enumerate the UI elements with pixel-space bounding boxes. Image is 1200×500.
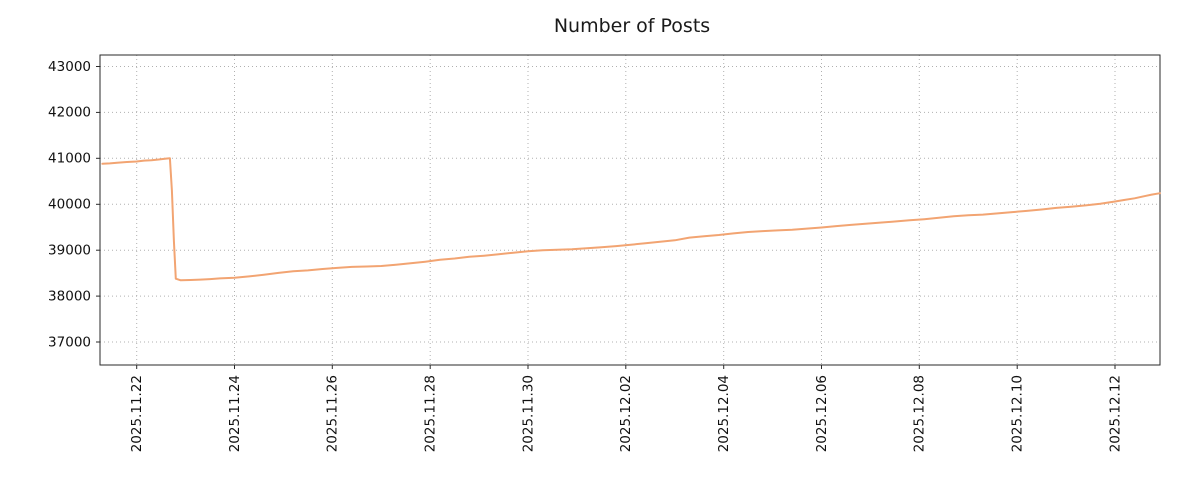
chart-title: Number of Posts — [554, 15, 710, 37]
x-tick-label: 2025.12.06 — [814, 375, 830, 452]
x-tick-label: 2025.12.10 — [1010, 375, 1026, 452]
series-line-posts — [101, 157, 1161, 282]
plot-border — [99, 54, 1161, 366]
x-tick-label: 2025.12.02 — [618, 375, 634, 452]
x-tick-label: 2025.11.22 — [129, 375, 145, 452]
x-tick-label: 2025.12.04 — [716, 375, 732, 452]
x-tick-label: 2025.11.26 — [325, 375, 341, 452]
x-tick-label: 2025.11.24 — [227, 375, 243, 452]
y-tick-label: 41000 — [48, 151, 91, 167]
x-tick-label: 2025.12.12 — [1107, 375, 1123, 452]
x-tick-label: 2025.11.28 — [423, 375, 439, 452]
y-tick-label: 38000 — [48, 288, 91, 304]
x-tick-label: 2025.11.30 — [520, 375, 536, 452]
y-tick-label: 37000 — [48, 334, 91, 350]
y-tick-label: 42000 — [48, 105, 91, 121]
y-tick-label: 39000 — [48, 243, 91, 259]
y-tick-label: 40000 — [48, 197, 91, 213]
x-tick-label: 2025.12.08 — [912, 375, 928, 452]
y-tick-label: 43000 — [48, 59, 91, 75]
